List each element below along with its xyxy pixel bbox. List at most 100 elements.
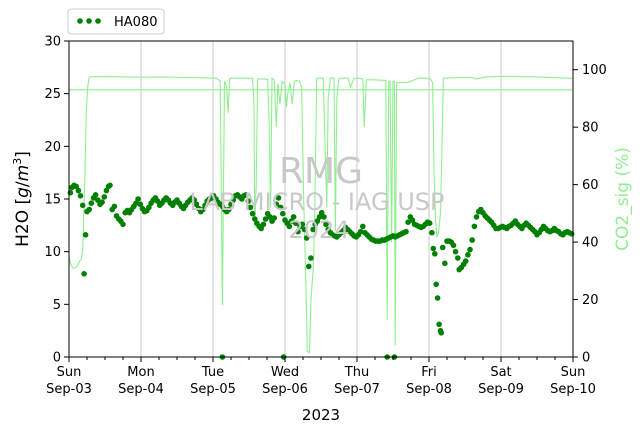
co2-series (68, 75, 574, 354)
h2o-point (228, 201, 234, 208)
h2o-point (146, 204, 152, 211)
h2o-point (193, 201, 200, 208)
h2o-point (252, 216, 258, 222)
h2o-point (92, 192, 99, 198)
x-tick-label: Sep-04 (118, 382, 164, 397)
h2o-point (471, 223, 478, 230)
h2o-point (77, 193, 84, 199)
h2o-point (267, 214, 273, 220)
co2-line (68, 75, 574, 354)
h2o-point (230, 197, 236, 203)
h2o-point (137, 201, 144, 208)
h2o-point (310, 226, 316, 233)
h2o-point (436, 321, 442, 328)
y-tick-label: 5 (53, 298, 61, 313)
x-tick-label: Wed (271, 365, 299, 380)
x-tick-label: Sep-07 (334, 382, 380, 397)
legend-marker (77, 18, 83, 24)
h2o-point (202, 202, 208, 209)
y-tick-label: 15 (44, 193, 61, 208)
h2o-point (75, 187, 82, 194)
h2o-point (275, 195, 282, 201)
h2o-point (314, 218, 321, 224)
h2o-point (467, 246, 473, 253)
h2o-point (303, 235, 310, 241)
h2o-point (271, 215, 278, 221)
h2o-point (409, 217, 416, 223)
x-tick-label: Sep-10 (550, 382, 596, 397)
x-axis: Sun Sep-03 Mon Sep-04 Tue Sep-05 Wed Sep-06 Thu S… (46, 357, 596, 397)
h2o-point (429, 229, 435, 236)
h2o-point (249, 210, 256, 217)
h2o-point (433, 281, 440, 288)
h2o-point (243, 192, 249, 198)
x-tick-label: Thu (344, 365, 369, 380)
y2-tick-label: 0 (582, 351, 590, 366)
h2o-point (135, 196, 141, 202)
h2o-point (95, 197, 101, 203)
h2o-point (260, 221, 267, 228)
h2o-point (452, 248, 459, 255)
y2-tick-label: 40 (582, 236, 599, 251)
h2o-point (120, 221, 126, 228)
h2o-point (301, 226, 308, 233)
h2o-point (73, 183, 79, 190)
x-tick-label: Sep-06 (262, 382, 308, 397)
h2o-point (258, 225, 265, 232)
h2o-point (290, 214, 297, 220)
h2o-point (469, 237, 476, 243)
h2o-point (438, 330, 445, 336)
y2-tick-label: 80 (582, 121, 599, 136)
h2o-point (247, 204, 254, 211)
watermark-line-2: LAB MICRO - IAG USP (189, 188, 444, 216)
h2o-point (82, 232, 89, 238)
h2o-point (360, 223, 366, 230)
y-axis-label-left: H2O [g/m3] (11, 151, 33, 247)
y-axis-left: 0 5 10 15 20 25 30 (44, 35, 69, 366)
h2o-point (403, 228, 409, 235)
h2o-point (426, 220, 433, 226)
h2o-point (111, 203, 118, 210)
y-tick-label: 30 (44, 35, 61, 50)
h2o-point (357, 228, 364, 235)
h2o-point (286, 223, 293, 230)
h2o-point (318, 209, 325, 216)
h2o-point (430, 245, 437, 252)
legend-marker (95, 18, 101, 24)
x-tick-label: Sep-09 (478, 382, 524, 397)
x-tick-label: Sep-03 (46, 382, 92, 397)
h2o-point (293, 220, 299, 226)
y2-tick-label: 100 (582, 63, 607, 78)
x-tick-label: Sat (490, 365, 511, 380)
h2o-point (288, 218, 295, 224)
x-tick-label: Sun (57, 365, 82, 380)
h2o-point (245, 198, 252, 204)
h2o-point (432, 251, 438, 257)
legend: HA080 (67, 8, 165, 35)
y2-tick-label: 20 (582, 293, 599, 308)
x-tick-label: Fri (421, 365, 437, 380)
h2o-point (434, 295, 441, 301)
x-axis-label: 2023 (302, 406, 340, 424)
watermark-line-1: RMG (279, 151, 363, 192)
y-tick-label: 10 (44, 245, 61, 260)
y2-tick-label: 60 (582, 178, 599, 193)
h2o-point (86, 206, 92, 213)
h2o-point (473, 214, 480, 220)
h2o-point (191, 197, 198, 203)
y-tick-label: 20 (44, 140, 61, 155)
h2o-point (450, 242, 457, 249)
h2o-point (67, 189, 74, 196)
h2o-point (273, 201, 280, 208)
h2o-point (306, 263, 312, 270)
y-tick-label: 0 (53, 351, 61, 366)
h2o-point (262, 216, 269, 222)
h2o-point (226, 206, 232, 213)
h2o-point (308, 255, 314, 261)
h2o-point (103, 187, 110, 194)
x-tick-label: Mon (127, 365, 154, 380)
x-tick-label: Tue (201, 365, 224, 380)
h2o-point (295, 228, 301, 235)
y-axis-label-right: CO2_sig (%) (613, 147, 633, 251)
